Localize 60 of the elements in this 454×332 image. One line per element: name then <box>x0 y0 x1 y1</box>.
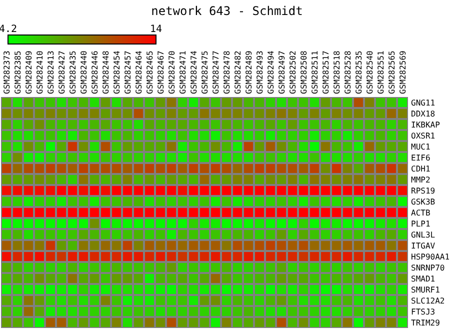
x-tick-label: GSM282467 <box>156 50 166 94</box>
y-tick-label: ACTB <box>411 208 430 218</box>
x-tick-label: GSM282435 <box>68 50 78 94</box>
x-tick-label: GSM282494 <box>266 50 276 94</box>
x-tick-label: GSM282528 <box>344 50 352 94</box>
x-tick-label: GSM282551 <box>376 50 386 94</box>
y-tick-label: PLP1 <box>411 220 430 228</box>
y-tick-label: HSP90AA1 <box>411 252 450 262</box>
x-tick-label: GSM282413 <box>46 50 56 94</box>
x-tick-label: GSM282471 <box>178 50 188 94</box>
color-bar-label: 14 <box>150 24 162 35</box>
x-tick-label: GSM282457 <box>124 50 132 94</box>
y-tick-label: GNG11 <box>411 98 436 108</box>
x-tick-label: GSM282465 <box>146 50 154 94</box>
y-tick-label: GSK3B <box>411 198 436 206</box>
x-tick-label: GSM282385 <box>14 50 22 94</box>
y-tick-label: IKBKAP <box>411 120 440 130</box>
x-tick-label: GSM282477 <box>212 50 220 94</box>
x-tick-label: GSM282502 <box>288 50 298 94</box>
x-tick-label: GSM282565 <box>388 50 396 94</box>
x-tick-label: GSM282493 <box>256 50 264 94</box>
y-tick-label: RPS19 <box>411 186 436 196</box>
y-tick-label: MUC1 <box>411 142 430 152</box>
y-tick-label: SLC12A2 <box>411 296 445 306</box>
x-tick-label: GSM282535 <box>354 50 364 94</box>
x-tick-label: GSM282464 <box>134 50 144 94</box>
y-tick-label: GNL3L <box>411 230 436 240</box>
y-tick-label: SNRNP70 <box>411 264 445 272</box>
y-tick-label: FTSJ3 <box>411 308 436 316</box>
x-tick-label: GSM282474 <box>190 50 198 94</box>
y-tick-label: DDX18 <box>411 110 436 118</box>
x-tick-label: GSM282540 <box>366 50 374 94</box>
x-tick-label: GSM282482 <box>234 50 242 94</box>
x-tick-label: GSM282475 <box>200 50 210 94</box>
x-tick-label: GSM282511 <box>310 50 320 94</box>
x-tick-label: GSM282410 <box>36 50 44 94</box>
x-tick-label: GSM282478 <box>222 50 232 94</box>
chart-title: network 643 - Schmidt <box>151 4 303 18</box>
x-tick-label: GSM282440 <box>80 50 88 94</box>
x-tick-label: GSM282373 <box>2 50 12 94</box>
x-tick-label: GSM282446 <box>90 50 100 94</box>
x-tick-label: GSM282518 <box>332 50 342 94</box>
y-tick-label: ITGAV <box>411 242 436 250</box>
x-tick-label: GSM282489 <box>244 50 254 94</box>
y-tick-label: MMP2 <box>411 176 430 184</box>
y-tick-label: EIF6 <box>411 154 430 162</box>
y-tick-label: OXSR1 <box>411 132 436 140</box>
x-tick-label: GSM282448 <box>102 50 110 94</box>
x-tick-label: GSM282508 <box>300 50 308 94</box>
y-tick-label: SMAD1 <box>411 274 436 284</box>
x-tick-label: GSM282409 <box>24 50 34 94</box>
x-tick-label: GSM282470 <box>168 50 176 94</box>
y-tick-label: CDH1 <box>411 164 430 174</box>
y-tick-label: SMURF1 <box>411 286 440 294</box>
x-tick-label: GSM282569 <box>398 50 408 94</box>
x-tick-label: GSM282497 <box>278 50 286 94</box>
y-tick-label: TRIM29 <box>411 318 440 328</box>
x-tick-label: GSM282517 <box>322 50 330 94</box>
x-tick-label: GSM282454 <box>112 50 122 94</box>
x-tick-label: GSM282427 <box>58 50 66 94</box>
